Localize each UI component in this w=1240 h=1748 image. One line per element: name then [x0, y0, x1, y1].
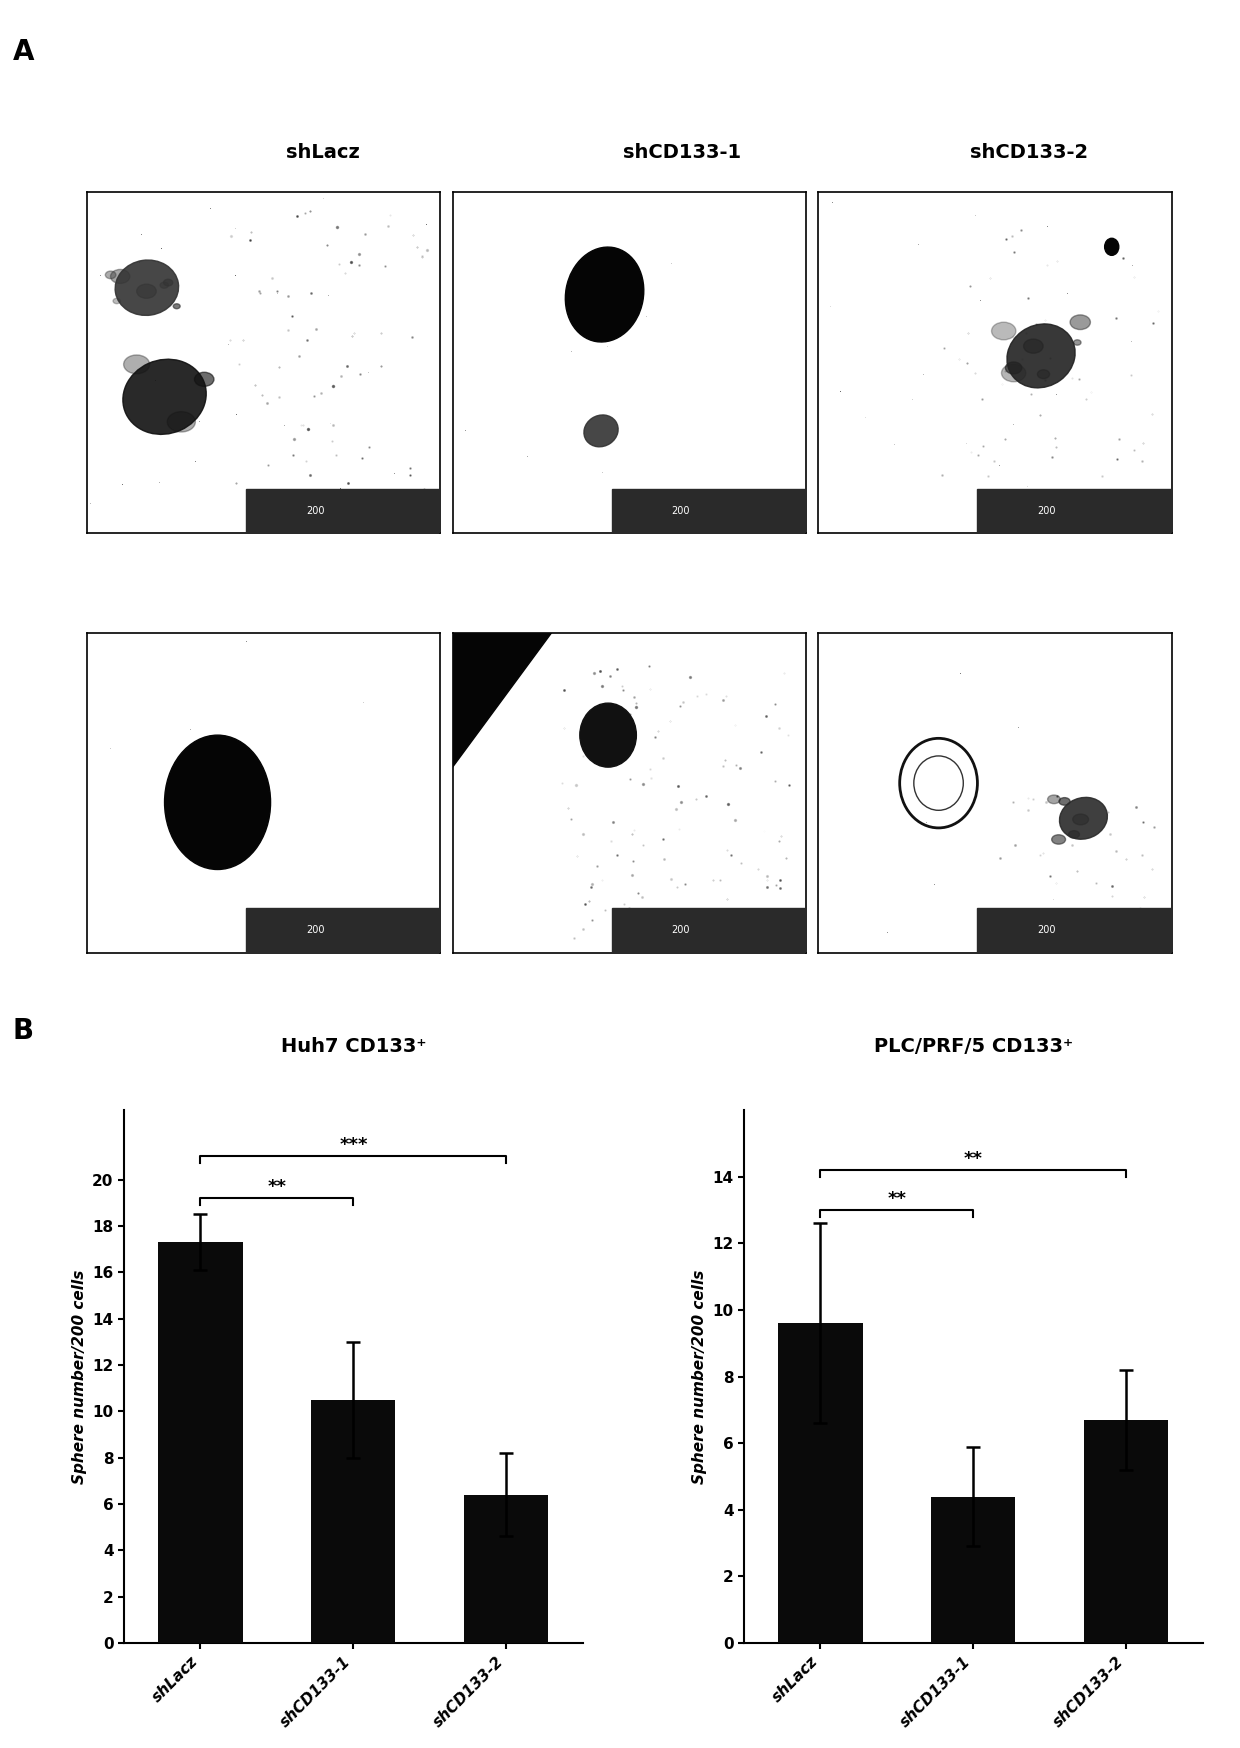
Ellipse shape [110, 269, 130, 283]
Text: shCD133-2: shCD133-2 [970, 143, 1089, 163]
Title: PLC/PRF/5 CD133⁺: PLC/PRF/5 CD133⁺ [874, 1037, 1073, 1056]
Ellipse shape [1023, 339, 1043, 353]
Ellipse shape [1006, 362, 1022, 374]
Ellipse shape [167, 411, 196, 432]
Bar [246, 907, 440, 953]
Text: A: A [12, 38, 33, 66]
Ellipse shape [1007, 323, 1075, 388]
Ellipse shape [113, 299, 120, 304]
Ellipse shape [165, 736, 270, 869]
Ellipse shape [174, 304, 180, 309]
Ellipse shape [1073, 815, 1089, 825]
Text: **: ** [963, 1150, 983, 1168]
Ellipse shape [1059, 797, 1070, 806]
Ellipse shape [584, 414, 618, 447]
Bar [611, 489, 806, 533]
Bar [1084, 1419, 1168, 1643]
Text: 200: 200 [306, 925, 325, 935]
Ellipse shape [105, 271, 115, 278]
Text: **: ** [888, 1190, 906, 1208]
Ellipse shape [124, 355, 150, 374]
Text: 200: 200 [672, 505, 691, 516]
Bar [977, 489, 1172, 533]
Ellipse shape [1070, 315, 1090, 330]
Bar [159, 1243, 243, 1643]
Text: B: B [12, 1017, 33, 1045]
Text: shLacz: shLacz [285, 143, 360, 163]
Ellipse shape [565, 246, 644, 343]
Ellipse shape [992, 322, 1016, 339]
Bar [977, 907, 1172, 953]
Bar [311, 1400, 396, 1643]
Bar [931, 1496, 1016, 1643]
Bar [611, 907, 806, 953]
Ellipse shape [160, 281, 169, 288]
Bar [779, 1323, 863, 1643]
Ellipse shape [1052, 836, 1065, 844]
Ellipse shape [115, 260, 179, 315]
Text: 200: 200 [672, 925, 691, 935]
Ellipse shape [1105, 238, 1118, 255]
Title: Huh7 CD133⁺: Huh7 CD133⁺ [280, 1037, 427, 1056]
Y-axis label: Sphere number/200 cells: Sphere number/200 cells [72, 1269, 87, 1484]
Polygon shape [453, 633, 552, 767]
Ellipse shape [1069, 830, 1080, 837]
Ellipse shape [580, 703, 636, 767]
Ellipse shape [136, 285, 156, 299]
Ellipse shape [1048, 795, 1060, 804]
Text: ***: *** [340, 1136, 367, 1154]
Ellipse shape [1074, 339, 1081, 344]
Text: shCD133-1: shCD133-1 [622, 143, 742, 163]
Ellipse shape [164, 280, 172, 287]
Ellipse shape [1002, 364, 1025, 381]
Text: 200: 200 [306, 505, 325, 516]
Ellipse shape [1038, 371, 1049, 379]
Ellipse shape [195, 372, 215, 386]
Ellipse shape [123, 360, 206, 434]
Text: 200: 200 [1038, 505, 1056, 516]
Text: 200: 200 [1038, 925, 1056, 935]
Ellipse shape [1059, 797, 1107, 839]
Y-axis label: Sphere number/200 cells: Sphere number/200 cells [692, 1269, 707, 1484]
Text: shLacz: shLacz [246, 596, 281, 607]
Bar [246, 489, 440, 533]
Text: shCD133-1: shCD133-1 [600, 596, 658, 607]
Bar [464, 1495, 548, 1643]
Text: **: ** [268, 1178, 286, 1196]
Text: shCD133-2: shCD133-2 [966, 596, 1024, 607]
